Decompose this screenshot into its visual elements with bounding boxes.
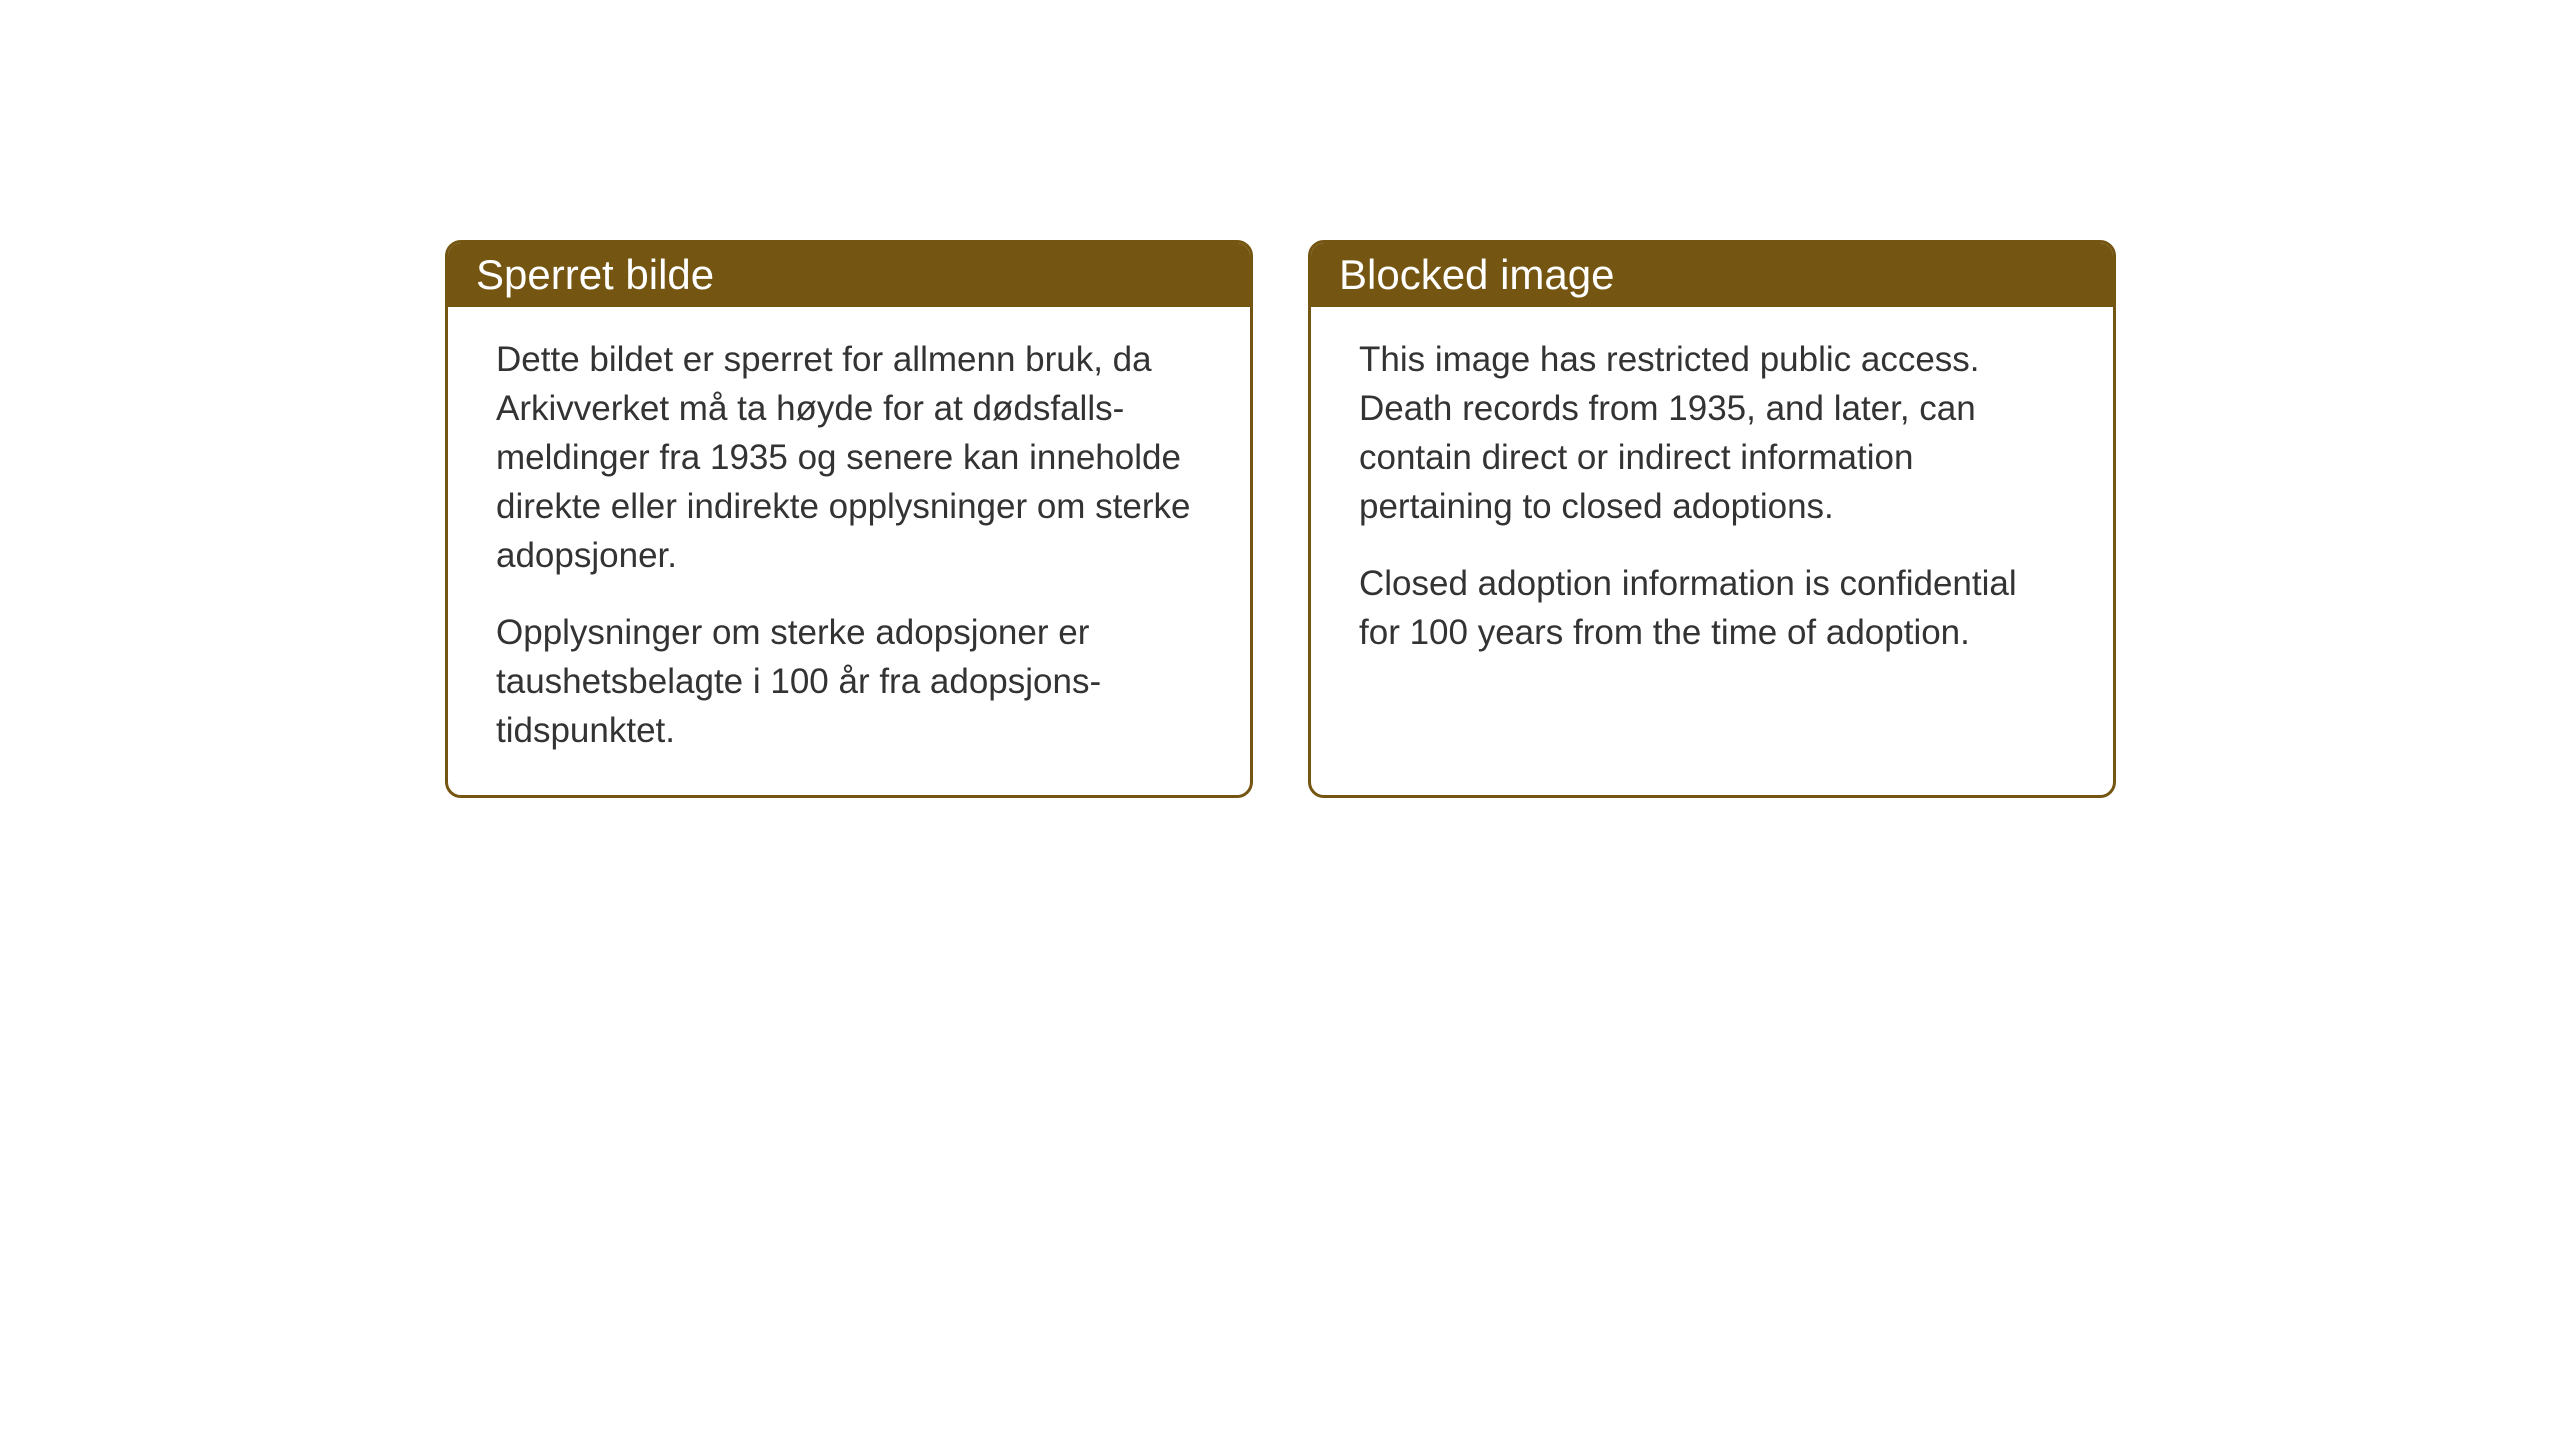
notice-paragraph-2-english: Closed adoption information is confident… xyxy=(1359,559,2065,657)
notice-header-norwegian: Sperret bilde xyxy=(448,243,1250,307)
notice-paragraph-2-norwegian: Opplysninger om sterke adopsjoner er tau… xyxy=(496,608,1202,755)
notice-body-norwegian: Dette bildet er sperret for allmenn bruk… xyxy=(448,307,1250,795)
notice-box-english: Blocked image This image has restricted … xyxy=(1308,240,2116,798)
notice-header-english: Blocked image xyxy=(1311,243,2113,307)
notice-title-english: Blocked image xyxy=(1339,251,1614,298)
notice-paragraph-1-norwegian: Dette bildet er sperret for allmenn bruk… xyxy=(496,335,1202,580)
notice-container: Sperret bilde Dette bildet er sperret fo… xyxy=(445,240,2116,798)
notice-title-norwegian: Sperret bilde xyxy=(476,251,714,298)
notice-body-english: This image has restricted public access.… xyxy=(1311,307,2113,697)
notice-box-norwegian: Sperret bilde Dette bildet er sperret fo… xyxy=(445,240,1253,798)
notice-paragraph-1-english: This image has restricted public access.… xyxy=(1359,335,2065,531)
